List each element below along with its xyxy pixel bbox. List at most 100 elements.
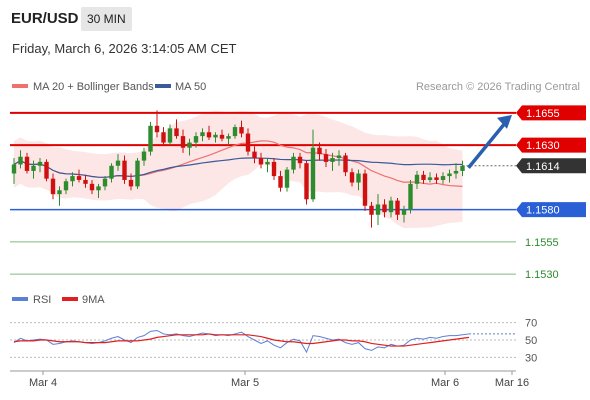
x-tick-label: Mar 5: [231, 377, 259, 389]
level-1-1580-label: 1.1580: [526, 205, 560, 217]
candle-body: [122, 160, 127, 180]
candle: [76, 169, 82, 183]
candle-body: [154, 125, 160, 133]
candle: [291, 152, 296, 174]
candle-body: [375, 204, 381, 215]
candle-body: [245, 133, 251, 152]
rsi-legend-swatch: [12, 297, 28, 301]
bollinger-band-area: [14, 110, 463, 229]
timeframe-badge[interactable]: 30 MIN: [81, 7, 132, 31]
x-tick-label: Mar 4: [29, 377, 57, 389]
candle-body: [161, 132, 166, 143]
candle: [388, 196, 394, 218]
candle: [128, 173, 134, 191]
candle-body: [24, 156, 30, 171]
level-1-1630-label: 1.1630: [526, 140, 560, 152]
candle-body: [57, 190, 62, 195]
candle: [174, 119, 179, 139]
candle-body: [369, 205, 374, 215]
candle: [18, 150, 23, 169]
candle: [440, 172, 446, 184]
candle-body: [278, 176, 283, 188]
candle-body: [317, 147, 322, 155]
candle: [265, 158, 270, 173]
candle: [83, 174, 88, 188]
candle: [317, 142, 322, 161]
candle: [102, 176, 108, 191]
candle: [362, 169, 368, 211]
candle: [427, 172, 433, 183]
candle: [375, 194, 381, 226]
candle-body: [408, 183, 413, 210]
candle: [310, 129, 316, 202]
ma50-line: [13, 157, 463, 178]
rsi-line: [13, 329, 470, 354]
rsi-legend-label: RSI: [33, 294, 51, 306]
candle-body: [440, 176, 446, 180]
candle: [408, 179, 413, 214]
candle: [414, 170, 420, 189]
candle: [278, 170, 283, 192]
candle: [297, 152, 303, 169]
candle: [63, 178, 69, 195]
candle: [31, 160, 36, 179]
candle-body: [135, 160, 140, 187]
level-1-1580-tag: [516, 202, 586, 218]
rsi-ma-line: [13, 333, 470, 347]
x-tick-label: Mar 6: [431, 377, 459, 389]
candle: [219, 129, 225, 142]
candle: [447, 169, 452, 183]
candle-body: [31, 165, 36, 171]
candle: [213, 132, 218, 143]
ma50-legend-label: MA 50: [175, 81, 206, 93]
moving-averages: [13, 140, 463, 188]
candle-body: [323, 154, 329, 162]
candle-body: [388, 200, 394, 213]
candle-body: [200, 132, 205, 137]
candle-body: [167, 128, 173, 143]
candle-body: [128, 179, 134, 187]
projection-arrow-head: [497, 114, 512, 129]
rsi-legend: RSI 9MA: [12, 294, 105, 306]
candle: [122, 155, 127, 184]
candle: [187, 138, 192, 156]
candle: [148, 121, 153, 156]
rsi-tick-70: 70: [525, 318, 537, 330]
candle-body: [401, 209, 407, 215]
candle-body: [304, 163, 309, 200]
candle-body: [174, 128, 179, 137]
rsi-tick-50: 50: [525, 335, 537, 347]
candle-body: [50, 178, 56, 195]
candle: [37, 158, 43, 173]
candle: [167, 124, 173, 146]
candle-body: [206, 132, 212, 138]
candle-body: [83, 179, 88, 184]
level-1-1555-label: 1.1555: [525, 237, 559, 249]
candle-body: [427, 177, 433, 180]
candle: [24, 152, 30, 174]
candle-body: [414, 174, 420, 184]
candle: [453, 163, 459, 179]
candle-body: [89, 183, 95, 191]
candlesticks: [11, 110, 465, 228]
rsi-panel: 70 50 30: [10, 318, 537, 364]
candle: [284, 167, 290, 192]
candle-body: [180, 136, 186, 148]
candle-body: [382, 204, 387, 213]
candle: [70, 172, 75, 187]
candle: [226, 133, 231, 146]
candle-body: [434, 177, 439, 180]
candle: [356, 169, 361, 191]
candle: [349, 168, 355, 187]
candle-body: [297, 156, 303, 164]
candle: [135, 158, 140, 189]
candle-body: [226, 136, 231, 139]
candle: [180, 129, 186, 153]
candle-body: [447, 173, 452, 177]
candle: [206, 125, 212, 140]
candle-body: [219, 134, 225, 139]
x-tick-label: Mar 16: [495, 377, 529, 389]
candle: [44, 159, 49, 182]
